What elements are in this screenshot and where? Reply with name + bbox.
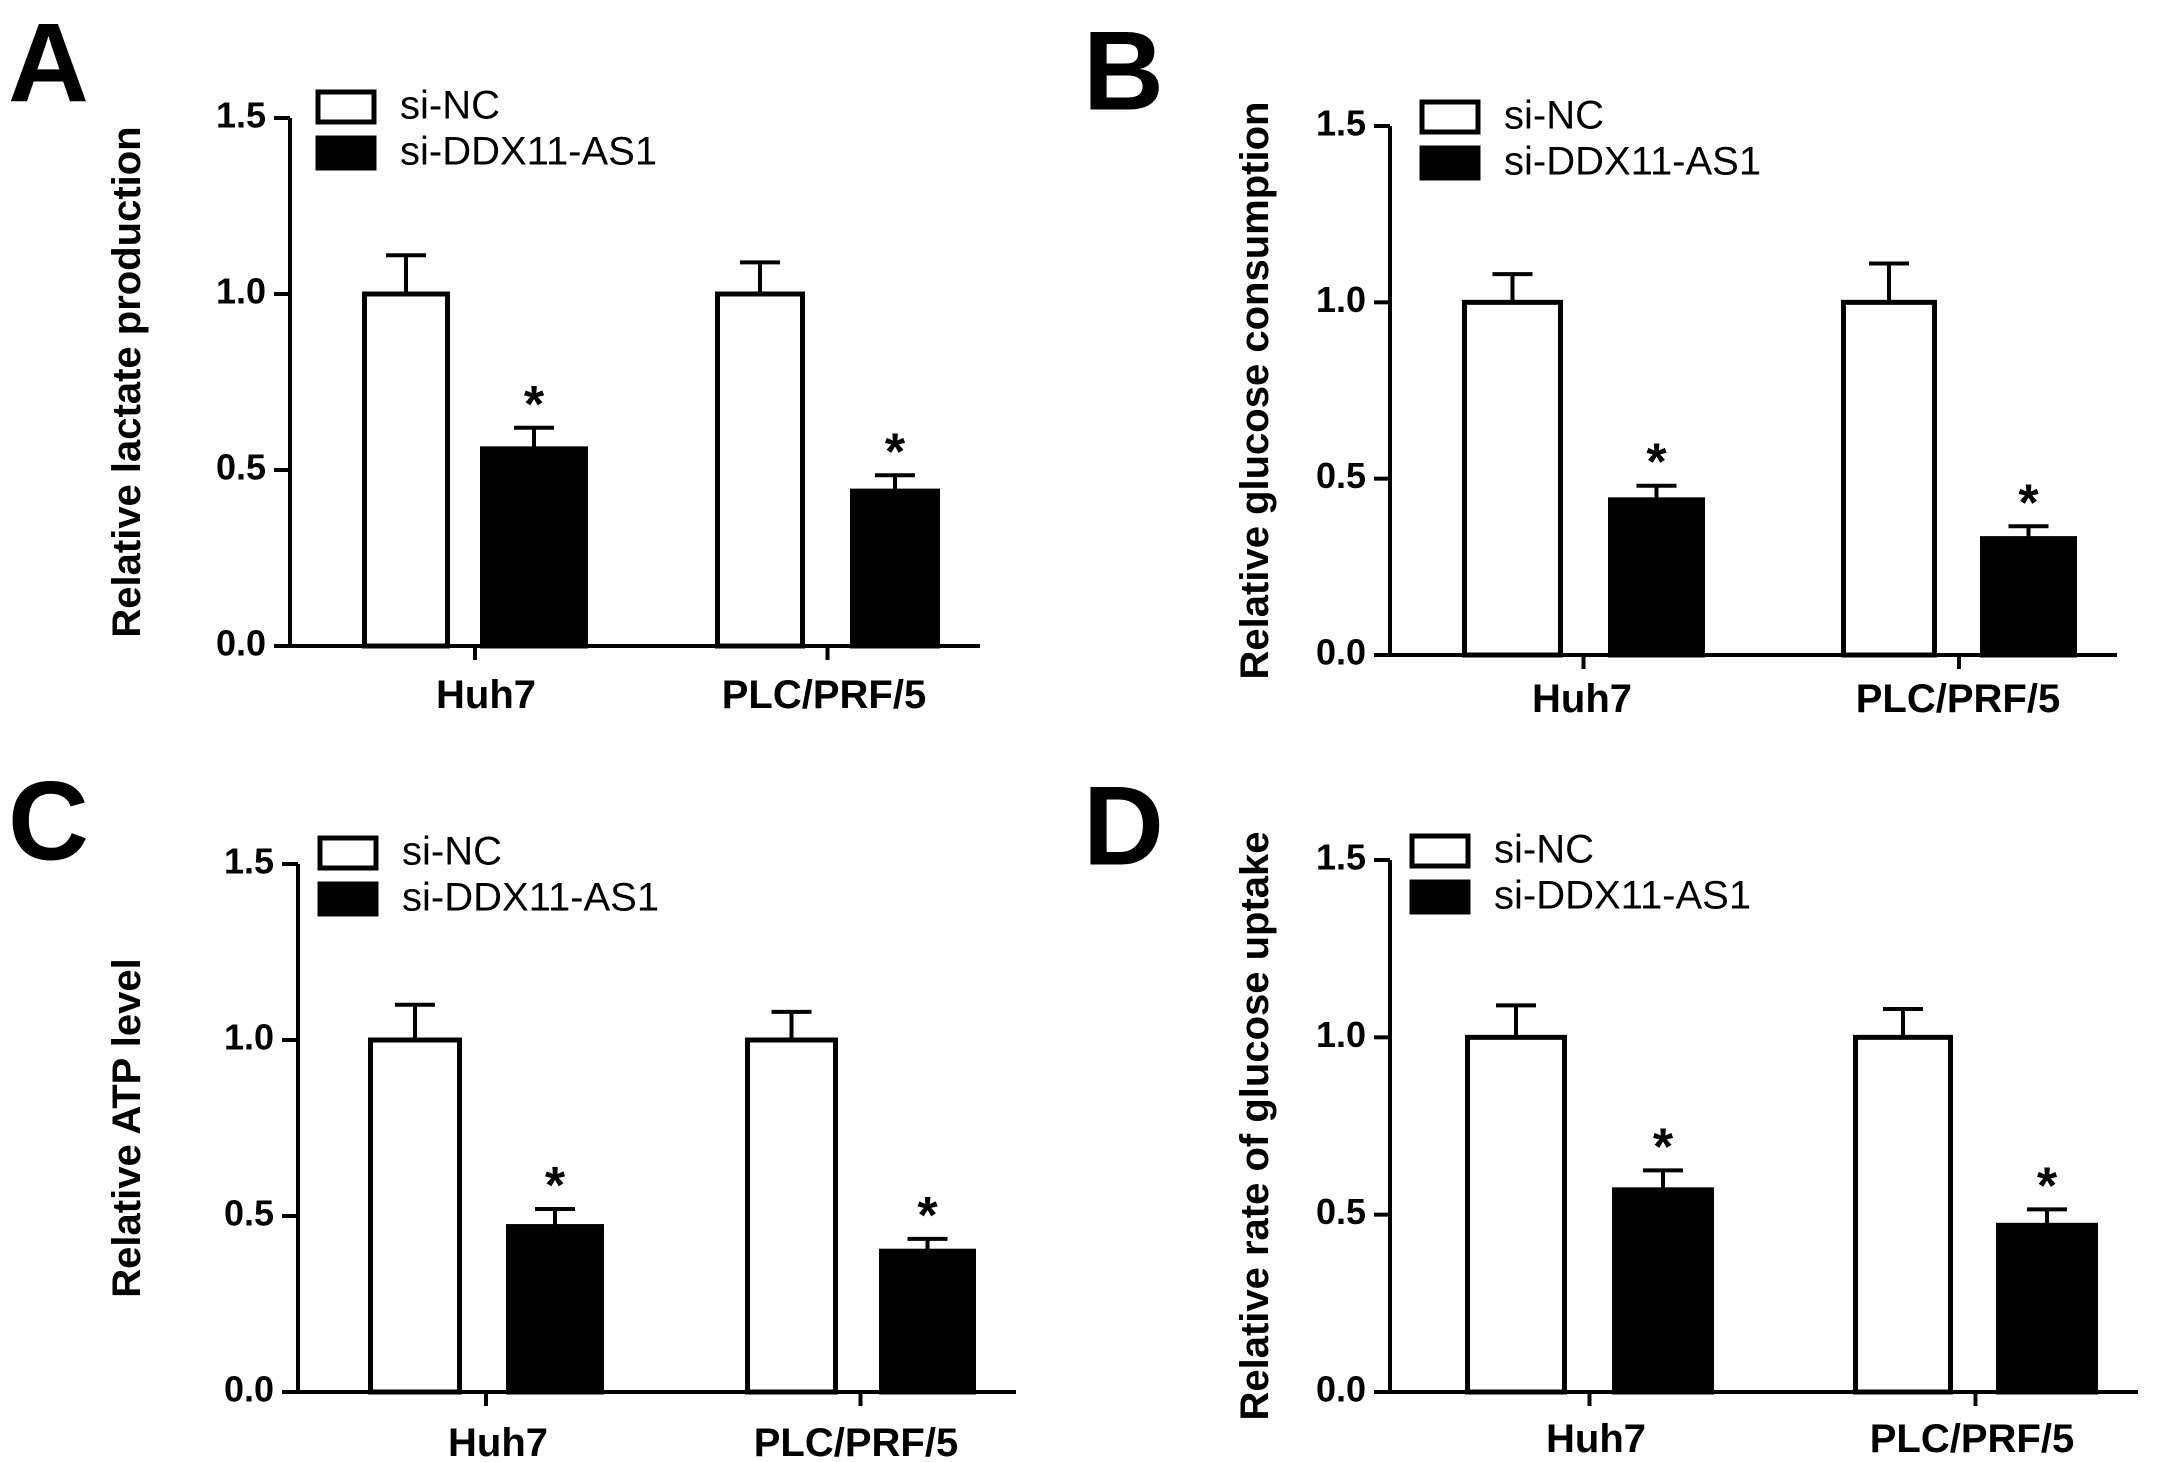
legend-swatch bbox=[315, 89, 377, 125]
significance-star: * bbox=[2018, 474, 2039, 532]
y-tick-label: 1.5 bbox=[1316, 103, 1366, 144]
y-tick-label: 0.0 bbox=[1316, 632, 1366, 673]
legend-label: si-NC bbox=[1504, 94, 1604, 138]
legend-swatch bbox=[1419, 99, 1481, 135]
y-tick-label: 1.5 bbox=[216, 95, 266, 136]
legend-swatch bbox=[1419, 145, 1481, 181]
y-tick-label: 0.0 bbox=[1316, 1369, 1366, 1410]
y-tick-label: 0.5 bbox=[224, 1193, 274, 1234]
significance-star: * bbox=[2037, 1157, 2058, 1215]
significance-star: * bbox=[545, 1157, 566, 1215]
significance-star: * bbox=[885, 423, 906, 481]
y-axis-label: Relative lactate production bbox=[105, 126, 149, 637]
bar bbox=[1980, 536, 2077, 658]
bar bbox=[850, 488, 940, 649]
chart-panel-d: D Relative rate of glucose uptake 0.0 0.5 1.… bbox=[1083, 764, 2138, 1461]
legend-label: si-DDX11-AS1 bbox=[1504, 140, 1761, 184]
chart-panel-a: A Relative lactate production 0.0 0.5 1.0 1.5… bbox=[8, 1, 980, 717]
panel-letter: C bbox=[8, 759, 89, 884]
significance-star: * bbox=[1646, 434, 1667, 492]
bar bbox=[480, 446, 588, 649]
bar bbox=[1465, 1034, 1567, 1395]
y-tick-label: 1.0 bbox=[1316, 279, 1366, 320]
y-tick-label: 0.5 bbox=[216, 447, 266, 488]
legend-label: si-NC bbox=[400, 84, 500, 128]
y-tick-label: 0.5 bbox=[1316, 1191, 1366, 1232]
y-tick-label: 1.0 bbox=[224, 1017, 274, 1058]
category-label: Huh7 bbox=[448, 1421, 548, 1462]
significance-star: * bbox=[1653, 1118, 1674, 1176]
legend-label: si-DDX11-AS1 bbox=[400, 130, 657, 174]
legend-label: si-DDX11-AS1 bbox=[1494, 874, 1751, 918]
chart-panel-c: C Relative ATP level 0.0 0.5 1.0 1.5 Huh7 PLC/P… bbox=[8, 759, 1016, 1462]
y-tick-label: 0.0 bbox=[224, 1369, 274, 1410]
bar bbox=[1462, 299, 1563, 658]
y-axis-label: Relative rate of glucose uptake bbox=[1233, 831, 1277, 1420]
category-label: Huh7 bbox=[1546, 1417, 1646, 1461]
category-label: Huh7 bbox=[1532, 677, 1632, 721]
y-tick-label: 1.0 bbox=[216, 271, 266, 312]
legend-swatch bbox=[317, 835, 379, 871]
y-tick-label: 0.5 bbox=[1316, 455, 1366, 496]
legend-swatch bbox=[315, 135, 377, 171]
y-tick-label: 0.0 bbox=[216, 623, 266, 664]
chart-panel-b: B Relative glucose consumption 0.0 0.5 1.0 1.… bbox=[1083, 9, 2117, 721]
category-label: PLC/PRF/5 bbox=[1856, 677, 2060, 721]
significance-star: * bbox=[917, 1187, 938, 1245]
category-label: PLC/PRF/5 bbox=[754, 1421, 958, 1462]
legend-swatch bbox=[1409, 833, 1471, 869]
bar bbox=[1841, 299, 1937, 658]
bar bbox=[506, 1224, 604, 1395]
bar bbox=[1608, 497, 1705, 658]
panel-letter: D bbox=[1083, 764, 1164, 889]
y-axis-label: Relative ATP level bbox=[105, 958, 149, 1297]
y-tick-label: 1.0 bbox=[1316, 1014, 1366, 1055]
legend-label: si-NC bbox=[402, 830, 502, 874]
bar bbox=[879, 1248, 976, 1395]
significance-star: * bbox=[524, 376, 545, 434]
category-label: PLC/PRF/5 bbox=[722, 673, 926, 717]
legend-swatch bbox=[1409, 879, 1471, 915]
bar bbox=[1996, 1222, 2098, 1395]
bar bbox=[715, 291, 805, 649]
legend-swatch bbox=[317, 881, 379, 917]
category-label: Huh7 bbox=[436, 673, 536, 717]
bar bbox=[362, 291, 450, 649]
legend-label: si-NC bbox=[1494, 828, 1594, 872]
category-label: PLC/PRF/5 bbox=[1870, 1417, 2074, 1461]
y-axis-label: Relative glucose consumption bbox=[1233, 102, 1277, 680]
y-tick-label: 1.5 bbox=[1316, 837, 1366, 878]
y-tick-label: 1.5 bbox=[224, 841, 274, 882]
bar bbox=[745, 1037, 838, 1395]
panel-letter: A bbox=[8, 1, 89, 126]
panel-letter: B bbox=[1083, 9, 1164, 134]
bar bbox=[1853, 1034, 1953, 1395]
bar bbox=[1612, 1187, 1714, 1395]
bar bbox=[368, 1037, 462, 1395]
legend-label: si-DDX11-AS1 bbox=[402, 876, 659, 920]
